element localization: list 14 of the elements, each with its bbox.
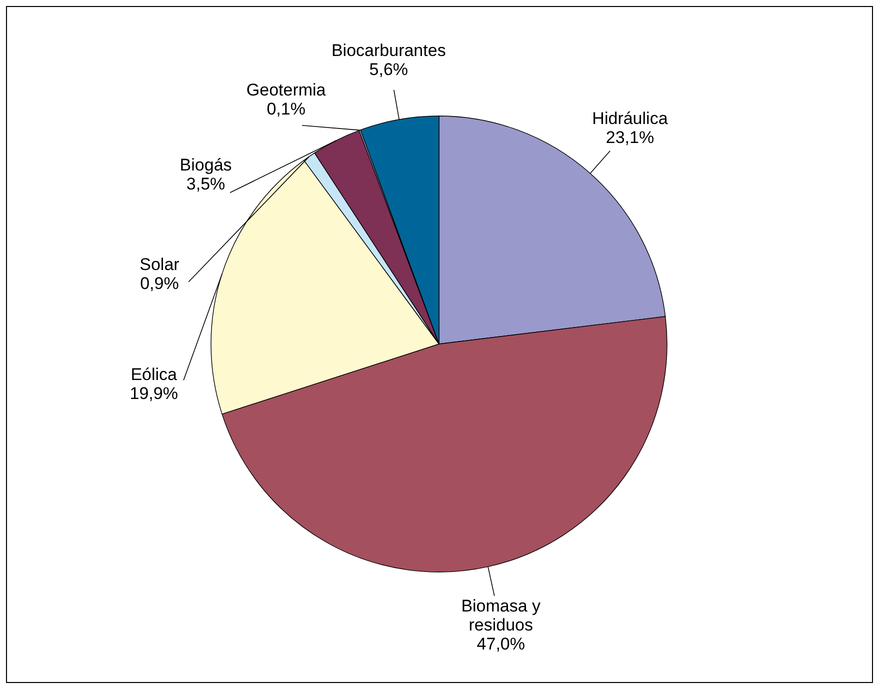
slice-label: Geotermia: [246, 80, 326, 100]
data-label: 3,5%: [186, 174, 226, 194]
slice-label: Hidráulica: [592, 108, 668, 128]
slice-label: Biocarburantes: [331, 40, 446, 60]
slice-label: Biomasa y residuos: [461, 596, 542, 634]
data-label: 23,1%: [606, 128, 654, 147]
slice-label: Eólica: [130, 364, 178, 384]
data-label: 0,9%: [140, 274, 179, 294]
data-label: 19,9%: [130, 384, 178, 403]
data-label: 5,6%: [369, 60, 408, 79]
slice-label: Biogás: [180, 156, 232, 174]
data-label: 47,0%: [476, 634, 525, 654]
slice-label: Solar: [140, 255, 180, 274]
data-label: 0,1%: [266, 99, 306, 118]
